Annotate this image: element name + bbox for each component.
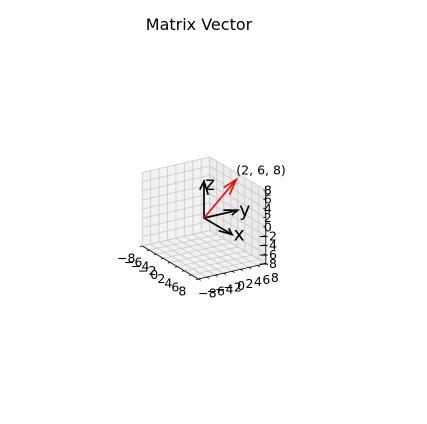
x-gridline (177, 250, 245, 268)
y-tick-label: −8 (198, 286, 216, 301)
chart-title: Matrix Vector (146, 15, 253, 34)
y-axis-ticks: −8−6−4−20 2 4 6 8 (198, 263, 279, 301)
basis-x-head (218, 228, 234, 236)
y-tick-mark (231, 270, 235, 273)
x-tick-label: 6 (171, 279, 179, 294)
x-tick-label: −8 (117, 250, 135, 265)
z-tick-label: 4 (264, 201, 272, 216)
basis-z-head (199, 178, 210, 196)
basis-label-y: y (239, 199, 250, 221)
z-gridline (142, 174, 210, 192)
z-tick-label: −8 (259, 256, 277, 271)
y-tick-label: 4 (254, 274, 262, 289)
basis-label-x: x (233, 224, 244, 246)
x-axis-ticks: −8−6−4−20 2 4 6 8 (117, 245, 199, 299)
z-tick-label: 6 (264, 192, 272, 207)
x-tick-mark (195, 278, 199, 281)
y-gridline (192, 234, 250, 268)
x-tick-label: −4 (131, 259, 149, 274)
basis-label-z: z (205, 173, 215, 195)
y-gridline (175, 237, 233, 272)
z-tick-label: −4 (259, 238, 277, 253)
z-gridline (209, 184, 266, 218)
y-tick-label: −4 (215, 282, 233, 297)
y-tick-mark (206, 276, 210, 279)
y-tick-mark (198, 278, 201, 281)
z-tick-label: 8 (264, 183, 272, 198)
y-tick-label: −2 (223, 280, 241, 295)
z-tick-label: 2 (264, 210, 272, 225)
basis-y-head (223, 209, 241, 216)
x-tick-label: 2 (157, 271, 165, 286)
z-gridline (142, 165, 210, 183)
y-tick-label: 8 (271, 270, 279, 285)
x-tick-mark (139, 245, 143, 247)
z-gridline (209, 174, 266, 209)
z-tick-label: −6 (259, 247, 277, 262)
x-tick-label: −2 (138, 263, 156, 278)
basis-y-shaft (203, 209, 239, 219)
z-gridline (142, 184, 210, 201)
y-tick-mark (215, 274, 218, 277)
y-tick-label: 0 (237, 278, 245, 293)
z-gridline (142, 193, 210, 210)
x-tick-mark (188, 274, 192, 276)
y-gridline (209, 230, 266, 264)
z-gridline (209, 165, 266, 200)
vector-label: (2, 6, 8) (236, 163, 286, 178)
y-gridline (201, 232, 258, 266)
vector-0-shaft (203, 178, 238, 219)
z-gridline (209, 156, 266, 191)
y-tick-mark (223, 272, 227, 275)
vector-arrows: xy z (2, 6, 8) (199, 163, 286, 246)
x-tick-mark (146, 249, 150, 252)
x-tick-mark (167, 262, 171, 264)
x-tick-mark (160, 257, 164, 260)
x-tick-mark (181, 270, 185, 272)
x-gridline (191, 259, 259, 276)
y-tick-mark (248, 267, 252, 269)
y-tick-mark (240, 268, 244, 271)
y-gridline (184, 235, 241, 270)
x-gridline (184, 254, 252, 272)
z-gridline (142, 156, 210, 173)
x-tick-label: 8 (178, 284, 186, 299)
x-tick-mark (153, 253, 157, 256)
y-tick-label: 6 (262, 272, 270, 287)
z-tick-label: −2 (259, 228, 277, 243)
y-tick-mark (257, 265, 260, 268)
y-tick-label: −6 (207, 284, 225, 299)
x-tick-label: −6 (124, 255, 142, 270)
y-tick-label: 2 (246, 276, 254, 291)
x-tick-label: 0 (150, 267, 158, 282)
x-tick-label: 4 (164, 275, 172, 290)
vector-0-head (223, 177, 239, 195)
z-tick-label: 0 (264, 219, 272, 234)
y-tick-mark (265, 263, 269, 266)
grid-lines (141, 156, 267, 280)
basis-x-shaft (203, 217, 233, 236)
x-tick-mark (174, 266, 178, 268)
